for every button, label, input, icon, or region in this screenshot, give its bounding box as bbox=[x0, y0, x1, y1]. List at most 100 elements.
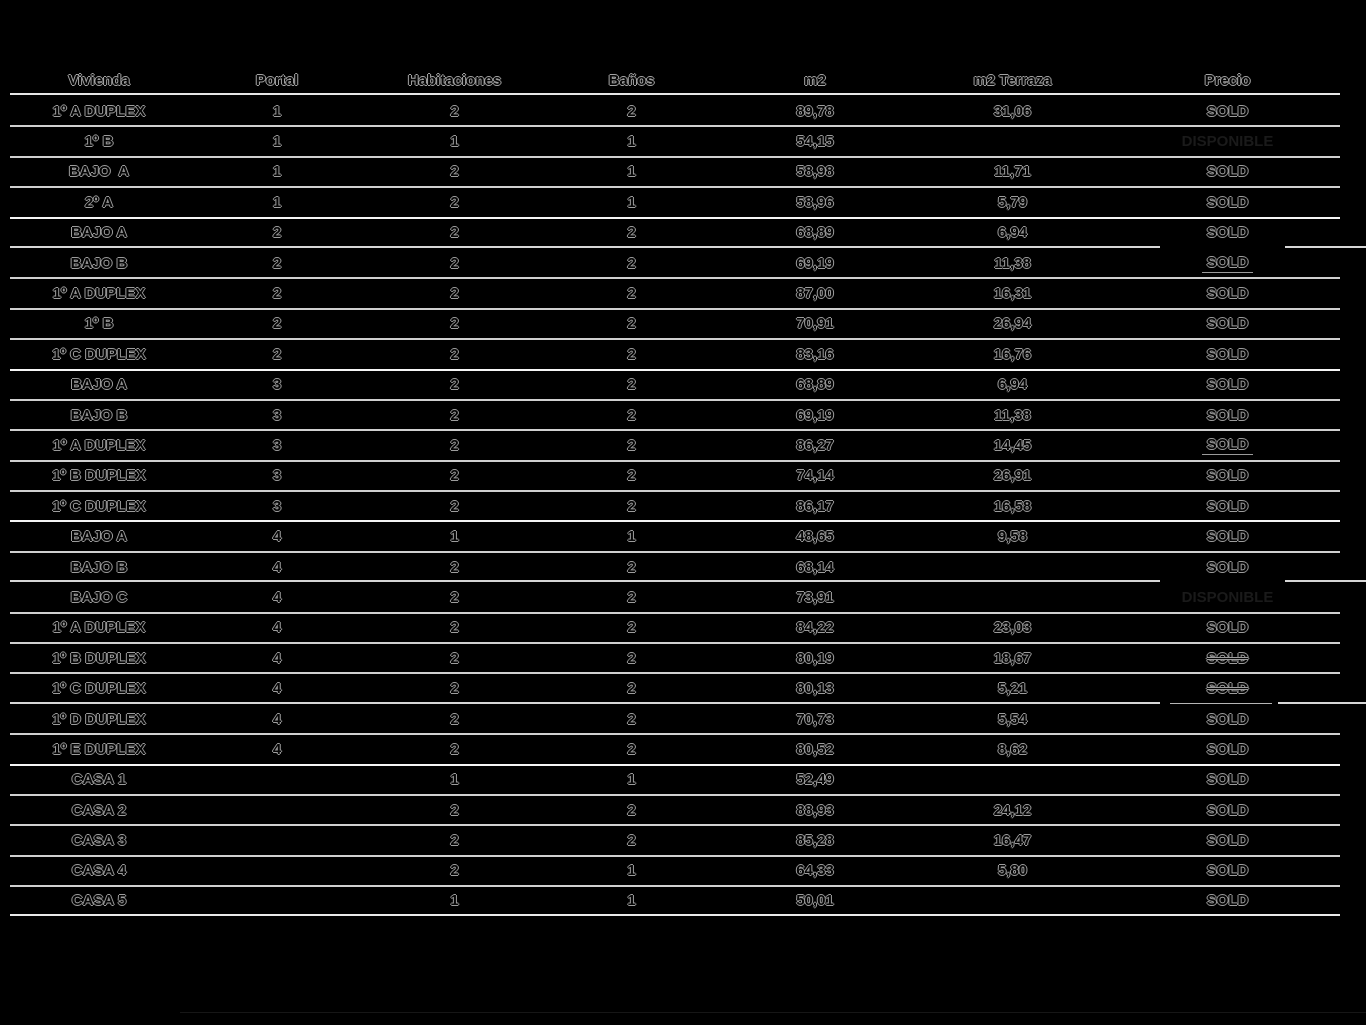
cell-terraza: 16,31 bbox=[993, 285, 1032, 303]
cell-habitaciones: 2 bbox=[450, 619, 459, 637]
status-sold-badge: SOLD bbox=[1206, 649, 1249, 667]
cell-terraza: 11,71 bbox=[994, 163, 1031, 181]
cell-terraza: 16,47 bbox=[993, 832, 1032, 850]
cell-banos: 2 bbox=[627, 436, 636, 454]
cell-precio: SOLD bbox=[1115, 862, 1340, 879]
table-row: 1º C DUPLEX 3 2 2 86,17 16,58 SOLD bbox=[10, 490, 1340, 520]
cell-portal: 1 bbox=[272, 163, 282, 181]
table-row: 2º A 1 2 1 58,96 5,79 SOLD bbox=[10, 186, 1340, 216]
cell-precio: SOLD bbox=[1115, 376, 1340, 393]
status-sold-badge: SOLD bbox=[1206, 376, 1249, 394]
cell-precio: SOLD bbox=[1115, 346, 1340, 363]
column-header-vivienda: Vivienda bbox=[68, 72, 130, 89]
cell-vivienda: BAJO A bbox=[70, 528, 128, 546]
cell-habitaciones: 2 bbox=[450, 163, 459, 181]
cell-habitaciones: 2 bbox=[450, 193, 459, 211]
cell-precio: SOLD bbox=[1115, 528, 1340, 545]
cell-m2: 68,89 bbox=[796, 376, 834, 394]
cell-habitaciones: 2 bbox=[450, 832, 459, 850]
cell-m2: 84,22 bbox=[796, 619, 834, 637]
cell-m2: 88,93 bbox=[796, 801, 834, 819]
cell-habitaciones: 2 bbox=[450, 497, 459, 515]
cell-vivienda: 1º D DUPLEX bbox=[52, 710, 146, 728]
cell-habitaciones: 1 bbox=[450, 771, 459, 789]
cell-banos: 2 bbox=[627, 680, 636, 698]
cell-precio: SOLD bbox=[1115, 802, 1340, 819]
cell-vivienda: 1º C DUPLEX bbox=[52, 497, 146, 515]
status-sold-badge: SOLD bbox=[1206, 285, 1249, 303]
cell-precio: SOLD bbox=[1115, 619, 1340, 636]
cell-banos: 2 bbox=[627, 467, 636, 485]
sold-underline-segment bbox=[1170, 703, 1272, 704]
cell-precio: SOLD bbox=[1115, 892, 1340, 909]
status-sold-badge: SOLD bbox=[1206, 740, 1249, 758]
cell-precio: SOLD bbox=[1115, 771, 1340, 788]
table-row: 1º D DUPLEX 4 2 2 70,73 5,54 SOLD bbox=[10, 703, 1340, 733]
bottom-faint-line bbox=[180, 1012, 1366, 1013]
cell-m2: 70,91 bbox=[796, 315, 834, 333]
cell-habitaciones: 2 bbox=[450, 376, 459, 394]
column-header-precio: Precio bbox=[1204, 72, 1251, 89]
cell-banos: 2 bbox=[627, 376, 636, 394]
cell-m2: 80,19 bbox=[796, 649, 834, 667]
table-row: BAJO A 3 2 2 68,89 6,94 SOLD bbox=[10, 368, 1340, 399]
separator-line-segment bbox=[1285, 580, 1366, 582]
cell-portal: 4 bbox=[272, 680, 282, 698]
cell-portal: 3 bbox=[272, 497, 282, 515]
cell-precio: SOLD bbox=[1115, 254, 1340, 273]
cell-terraza: 5,54 bbox=[997, 710, 1028, 728]
cell-m2: 69,19 bbox=[796, 254, 834, 272]
cell-m2: 64,33 bbox=[796, 862, 834, 880]
cell-terraza: 8,62 bbox=[997, 740, 1028, 758]
cell-portal: 3 bbox=[272, 436, 282, 454]
cell-habitaciones: 1 bbox=[450, 133, 459, 151]
cell-vivienda: BAJO B bbox=[70, 254, 128, 272]
cell-portal: 3 bbox=[272, 406, 282, 424]
cell-terraza: 5,21 bbox=[997, 680, 1028, 698]
cell-habitaciones: 2 bbox=[450, 285, 459, 303]
cell-vivienda: BAJO A bbox=[68, 163, 130, 181]
status-sold-badge: SOLD bbox=[1206, 710, 1249, 728]
cell-banos: 2 bbox=[627, 801, 636, 819]
cell-portal: 2 bbox=[272, 224, 282, 242]
cell-banos: 2 bbox=[627, 345, 636, 363]
status-sold-badge: SOLD bbox=[1206, 345, 1249, 363]
table-row: 1º A DUPLEX 2 2 2 87,00 16,31 SOLD bbox=[10, 277, 1340, 307]
availability-table: Vivienda Portal Habitaciones Baños m2 m2 Terr… bbox=[10, 68, 1340, 916]
separator-line-segment bbox=[1278, 702, 1366, 704]
cell-vivienda: CASA 4 bbox=[71, 862, 127, 880]
cell-banos: 2 bbox=[627, 710, 636, 728]
cell-banos: 2 bbox=[627, 649, 636, 667]
cell-m2: 73,91 bbox=[796, 588, 834, 606]
cell-banos: 1 bbox=[627, 193, 636, 211]
table-row: 1º B DUPLEX 3 2 2 74,14 26,91 SOLD bbox=[10, 459, 1340, 490]
status-sold-badge: SOLD bbox=[1206, 619, 1249, 637]
cell-habitaciones: 1 bbox=[450, 891, 459, 909]
column-header-portal: Portal bbox=[255, 72, 299, 89]
cell-portal: 4 bbox=[272, 740, 282, 758]
cell-habitaciones: 2 bbox=[450, 862, 459, 880]
cell-vivienda: BAJO C bbox=[70, 588, 128, 606]
cell-vivienda: BAJO A bbox=[70, 376, 128, 394]
table-row: BAJO B 4 2 2 68,14 SOLD bbox=[10, 550, 1340, 581]
cell-banos: 2 bbox=[627, 740, 636, 758]
cell-precio: DISPONIBLE bbox=[1115, 133, 1340, 150]
column-header-habitaciones: Habitaciones bbox=[407, 72, 502, 89]
cell-portal: 4 bbox=[272, 710, 282, 728]
column-header-m2: m2 bbox=[804, 72, 826, 89]
status-sold-badge: SOLD bbox=[1206, 862, 1249, 880]
status-sold-badge: SOLD bbox=[1201, 436, 1254, 455]
status-sold-badge: SOLD bbox=[1206, 801, 1249, 819]
cell-terraza: 6,94 bbox=[997, 376, 1028, 394]
cell-portal: 1 bbox=[272, 133, 282, 151]
cell-portal: 2 bbox=[272, 254, 282, 272]
table-row: CASA 4 2 1 64,33 5,80 SOLD bbox=[10, 854, 1340, 885]
table-row: CASA 3 2 2 85,28 16,47 SOLD bbox=[10, 824, 1340, 854]
status-sold-badge: SOLD bbox=[1206, 497, 1249, 515]
table-row: BAJO B 3 2 2 69,19 11,38 SOLD bbox=[10, 398, 1340, 429]
table-row: 1º C DUPLEX 2 2 2 83,16 16,76 SOLD bbox=[10, 338, 1340, 368]
status-sold-badge: SOLD bbox=[1206, 680, 1249, 698]
cell-m2: 86,17 bbox=[796, 497, 834, 515]
cell-habitaciones: 2 bbox=[450, 680, 459, 698]
cell-portal: 3 bbox=[272, 467, 282, 485]
